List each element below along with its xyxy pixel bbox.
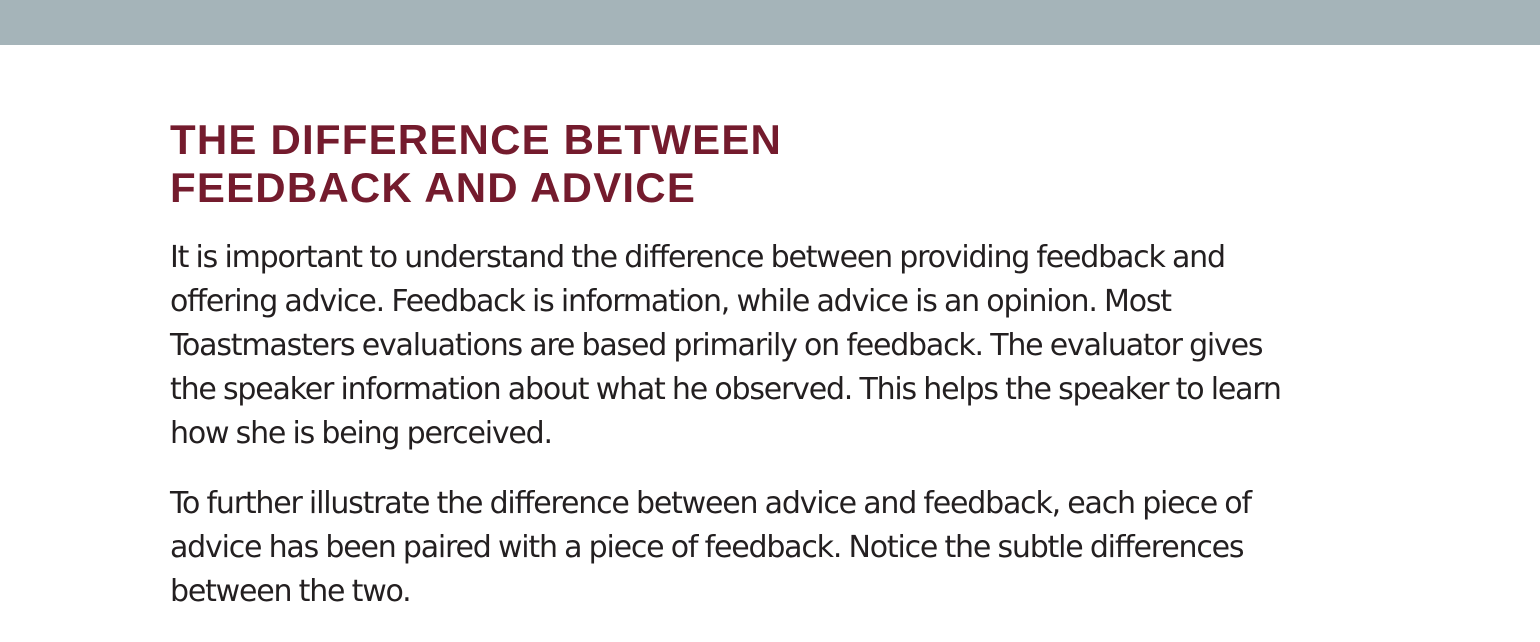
paragraph-line: how she is being perceived. [170,416,553,451]
section-title-line: FEEDBACK AND ADVICE [170,164,697,211]
paragraph-line: Toastmasters evaluations are based prima… [170,328,1263,363]
paragraph-line: offering advice. Feedback is information… [170,284,1172,319]
paragraph-illustration: To further illustrate the difference bet… [170,482,1370,614]
paragraph-line: advice has been paired with a piece of f… [170,530,1245,565]
paragraph-line: between the two. [170,574,412,609]
paragraph-line: To further illustrate the difference bet… [170,486,1252,521]
paragraph-line: It is important to understand the differ… [170,240,1226,275]
section-content: THE DIFFERENCE BETWEEN FEEDBACK AND ADVI… [170,116,1370,614]
paragraph-line: the speaker information about what he ob… [170,372,1282,407]
section-title: THE DIFFERENCE BETWEEN FEEDBACK AND ADVI… [170,116,1370,212]
paragraph-feedback-vs-advice: It is important to understand the differ… [170,236,1370,456]
header-bar [0,0,1540,45]
section-title-line: THE DIFFERENCE BETWEEN [170,116,783,163]
